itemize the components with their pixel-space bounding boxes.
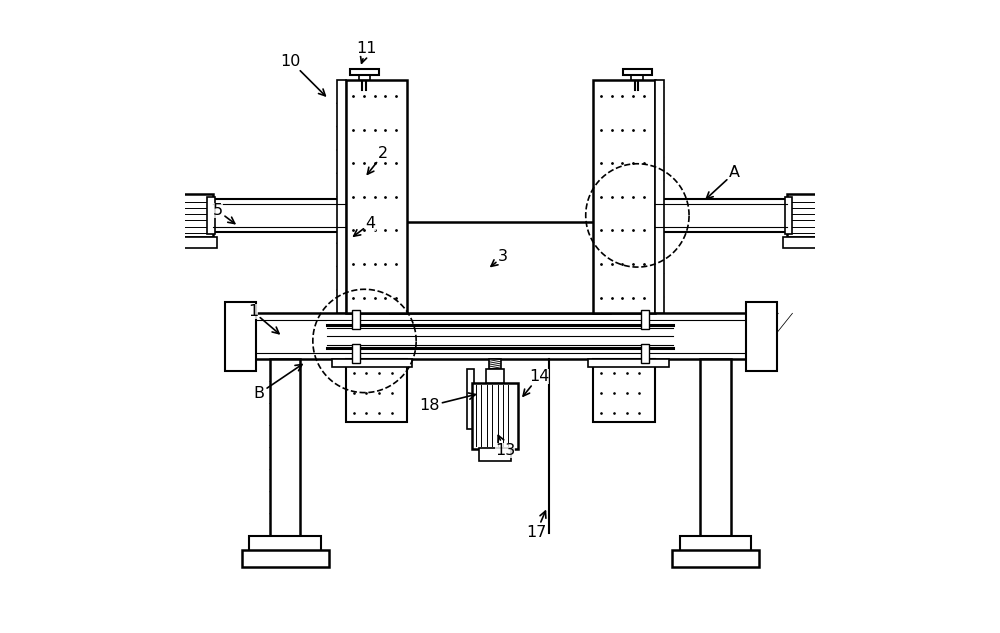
Bar: [700, 360, 731, 536]
Bar: [346, 80, 407, 313]
Bar: [225, 302, 256, 371]
Bar: [242, 549, 329, 567]
Bar: [232, 313, 770, 360]
Bar: [593, 80, 655, 313]
Bar: [641, 344, 649, 363]
Bar: [249, 536, 321, 551]
Bar: [655, 199, 787, 232]
Text: B: B: [254, 365, 302, 401]
Bar: [352, 310, 360, 329]
Bar: [479, 448, 511, 461]
Text: 18: 18: [419, 393, 475, 413]
Bar: [359, 75, 370, 80]
Text: 11: 11: [356, 41, 377, 63]
Text: 14: 14: [523, 369, 549, 396]
Bar: [472, 383, 518, 449]
Text: 1: 1: [248, 304, 279, 334]
Bar: [672, 549, 759, 567]
Bar: [593, 360, 655, 422]
Text: A: A: [706, 165, 740, 199]
Text: 4: 4: [354, 216, 376, 236]
Text: 3: 3: [491, 249, 508, 266]
Bar: [588, 360, 669, 367]
Bar: [783, 237, 827, 248]
Bar: [746, 302, 777, 371]
Bar: [489, 360, 501, 369]
Bar: [655, 80, 664, 313]
Bar: [467, 369, 474, 429]
Bar: [352, 344, 360, 363]
Bar: [337, 80, 346, 313]
Bar: [207, 196, 215, 234]
Bar: [177, 194, 213, 237]
Bar: [213, 199, 346, 232]
Text: 13: 13: [495, 436, 515, 458]
Bar: [631, 75, 643, 80]
Bar: [390, 222, 610, 313]
Bar: [350, 69, 379, 75]
Bar: [346, 360, 407, 422]
Bar: [787, 194, 823, 237]
Bar: [680, 536, 751, 551]
Text: 10: 10: [281, 54, 325, 96]
Text: 17: 17: [526, 511, 547, 539]
Bar: [486, 369, 504, 383]
Text: 5: 5: [213, 203, 235, 223]
Bar: [332, 360, 412, 367]
Bar: [270, 360, 300, 536]
Bar: [785, 196, 792, 234]
Bar: [327, 321, 673, 352]
Bar: [623, 69, 652, 75]
Text: 2: 2: [367, 146, 388, 174]
Bar: [641, 310, 649, 329]
Bar: [173, 237, 217, 248]
